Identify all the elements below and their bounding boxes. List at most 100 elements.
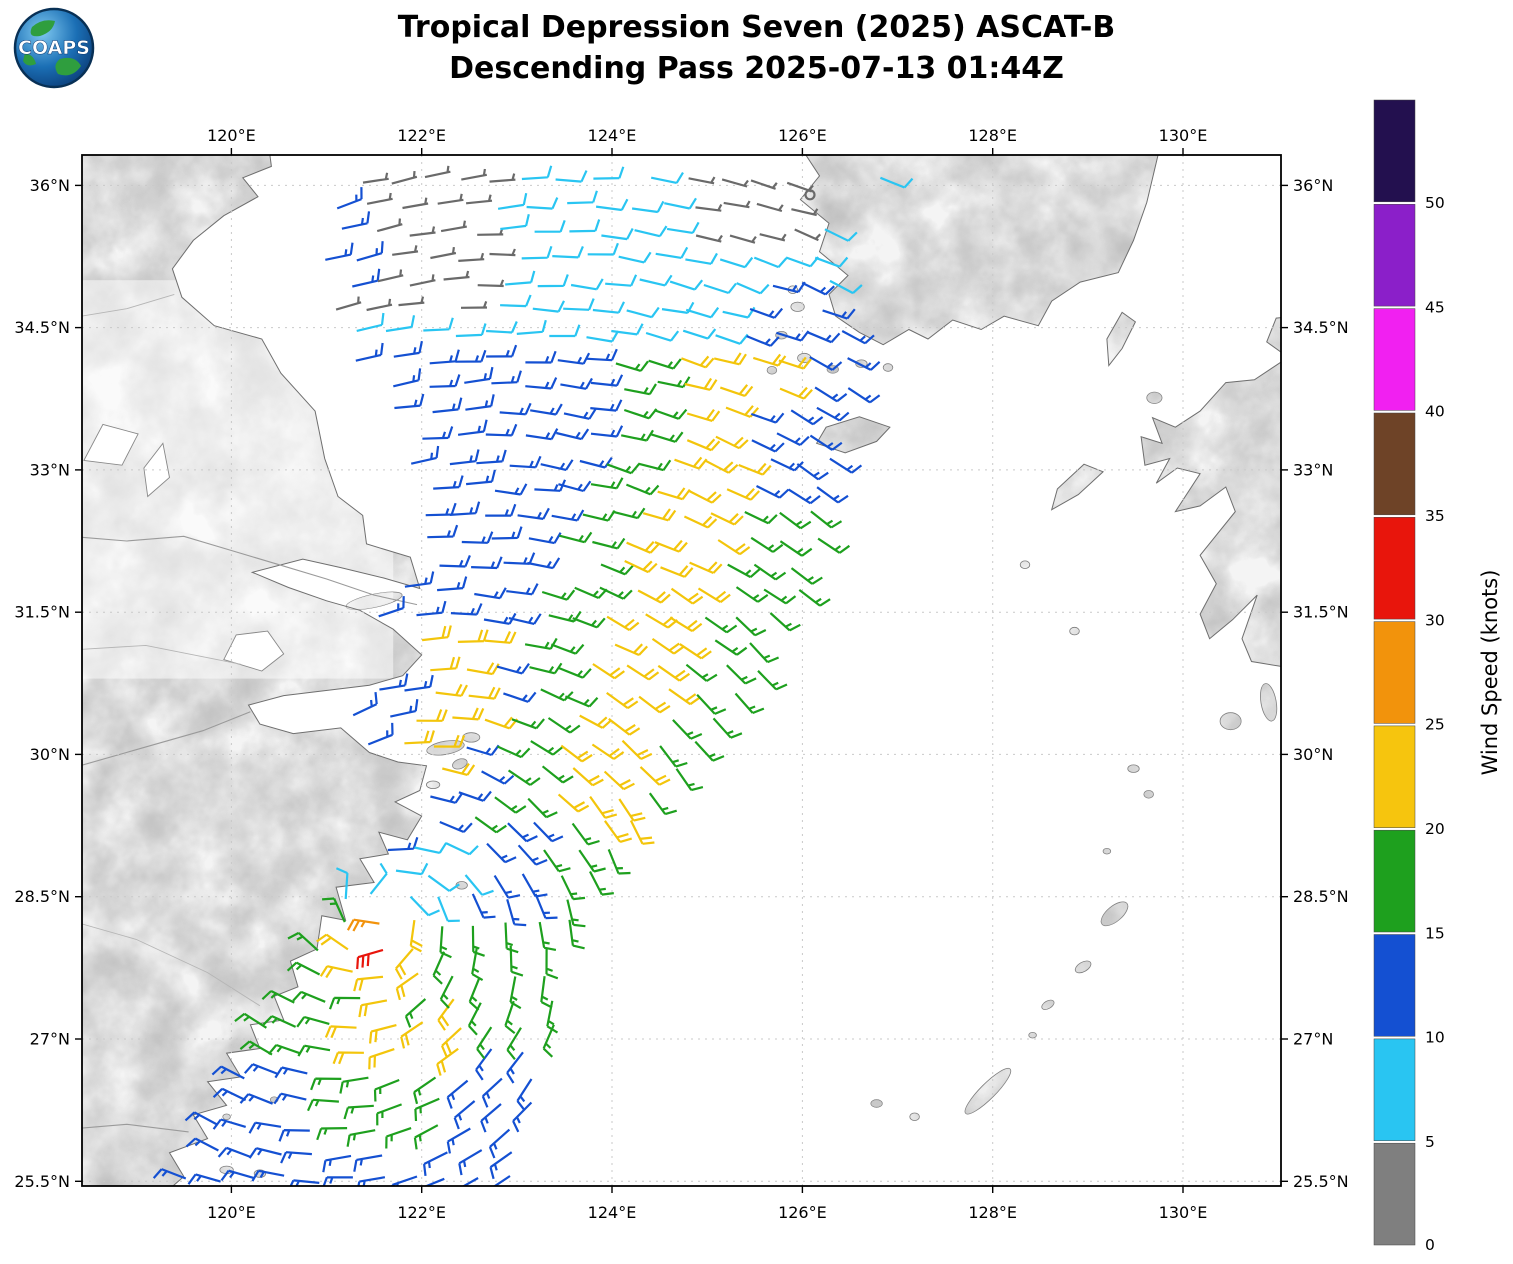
wind-barb [564, 695, 599, 708]
wind-barb [686, 438, 721, 452]
wind-barb [657, 376, 691, 389]
wind-barb [590, 374, 624, 387]
wind-barb [184, 1111, 218, 1126]
wind-barb [335, 867, 349, 900]
wind-barb [488, 1128, 511, 1159]
wind-barb [524, 637, 558, 650]
wind-barb [668, 688, 701, 706]
wind-barb [486, 321, 518, 334]
wind-barb [750, 179, 778, 190]
wind-barb [445, 842, 479, 856]
wind-barb [465, 194, 493, 205]
wind-barb [297, 1044, 331, 1057]
wind-barb [734, 692, 765, 715]
wind-barb [685, 306, 720, 319]
wind-barb [655, 246, 689, 259]
wind-barb [592, 537, 626, 550]
x-tick-label-bottom: 126°E [778, 1203, 827, 1222]
wind-barb [753, 256, 788, 269]
admin-border [82, 923, 261, 1007]
wind-barb [212, 1118, 247, 1130]
wind-barb [624, 560, 658, 574]
wind-barb [507, 822, 538, 843]
wind-barb [704, 616, 738, 634]
admin-border [82, 644, 241, 665]
wind-barb [385, 315, 416, 333]
wind-barb [248, 1121, 282, 1134]
wind-barb [816, 486, 849, 504]
wind-barb [404, 998, 427, 1028]
wind-barb [251, 1169, 285, 1182]
y-tick-label-left: 31.5°N [14, 603, 70, 622]
wind-barb [595, 198, 629, 212]
wind-barb [319, 965, 353, 979]
wind-barb [578, 849, 606, 873]
wind-barb [500, 213, 530, 231]
wind-barb [681, 355, 715, 369]
coastline [1050, 463, 1105, 511]
wind-barb [753, 563, 787, 581]
wind-barb [624, 383, 657, 396]
wind-barb [638, 695, 671, 714]
wind-barb [824, 228, 858, 242]
wind-barb [391, 1175, 418, 1186]
wind-barb [713, 352, 747, 366]
wind-barb [669, 279, 704, 291]
wind-barb [703, 282, 737, 295]
wind-barb [560, 875, 586, 901]
wind-barb [460, 301, 488, 309]
wind-barb [538, 921, 557, 951]
wind-barb [322, 1154, 352, 1173]
wind-barb [378, 596, 405, 618]
coaps-logo: COAPS [12, 6, 96, 90]
wind-barb [287, 931, 319, 952]
wind-barb [689, 561, 723, 575]
wind-barb [394, 393, 425, 410]
wind-barb [626, 664, 660, 681]
x-tick-label-bottom: 122°E [397, 1203, 446, 1222]
y-tick-label-left: 25.5°N [14, 1172, 70, 1191]
wind-barb [387, 836, 419, 852]
wind-barb [356, 241, 384, 262]
wind-barb [669, 616, 703, 633]
wind-barb [286, 961, 321, 976]
wind-barb [606, 692, 639, 710]
wind-barb [273, 1092, 307, 1105]
wind-barb [306, 1098, 339, 1112]
wind-barb [471, 556, 503, 570]
wind-barb [749, 307, 784, 319]
wind-barb [526, 197, 559, 210]
wind-barb [714, 639, 748, 656]
wind-barb [560, 377, 593, 390]
wind-barb [759, 233, 787, 242]
wind-barb [458, 790, 492, 802]
wind-barb [723, 200, 751, 209]
wind-barb [506, 1027, 522, 1060]
wind-barb [476, 449, 507, 465]
wind-barb [433, 734, 466, 748]
colorbar-tick-label: 40 [1425, 403, 1445, 421]
wind-barb [211, 1065, 245, 1080]
wind-barb [517, 507, 550, 520]
wind-barb [603, 770, 635, 791]
wind-barb [642, 508, 677, 522]
wind-barb [400, 1021, 424, 1049]
wind-barb [416, 600, 447, 617]
wind-barb [569, 219, 601, 233]
wind-barb [443, 270, 470, 281]
wind-barb [650, 431, 684, 443]
wind-barb [248, 1147, 282, 1159]
wind-barb [791, 208, 819, 217]
wind-barbs-layer [152, 165, 914, 1186]
wind-barb [292, 990, 326, 1003]
wind-barb [398, 296, 425, 307]
wind-barb [727, 563, 761, 579]
wind-barb [611, 323, 644, 336]
wind-barb [239, 1093, 274, 1105]
colorbar-tick-label: 5 [1425, 1133, 1435, 1151]
wind-barb [794, 228, 821, 242]
wind-barb [409, 919, 423, 953]
wind-barb [738, 462, 772, 476]
colorbar-segment [1373, 621, 1416, 724]
wind-barb [778, 356, 812, 370]
